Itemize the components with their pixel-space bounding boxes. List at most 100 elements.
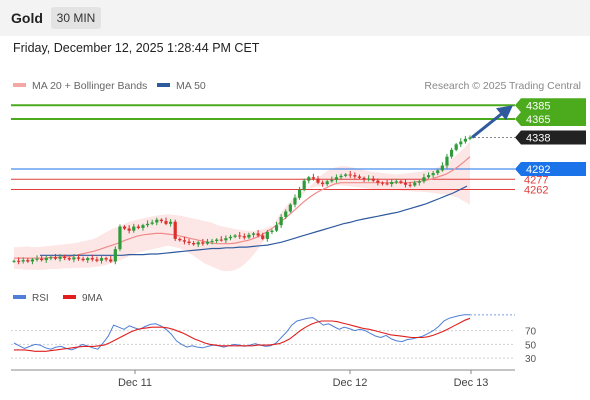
candle-body — [178, 238, 182, 241]
candle-body — [449, 149, 454, 157]
candle-body — [141, 225, 145, 228]
candle-body — [279, 216, 283, 226]
candle-body — [380, 182, 385, 184]
candle-body — [251, 233, 256, 235]
rsi-ma-label: 9MA — [82, 293, 103, 304]
candle-body — [132, 226, 136, 231]
ma50-label: MA 50 — [176, 80, 206, 92]
candle-body — [210, 240, 214, 242]
rsi-tick-30: 30 — [525, 354, 537, 365]
candle-body — [376, 180, 380, 183]
candle-body — [348, 174, 352, 176]
candle-body — [127, 228, 131, 231]
candle-body — [224, 238, 228, 241]
candle-body — [371, 178, 375, 181]
level-tag-4292 — [515, 162, 586, 176]
candle-body — [307, 177, 311, 181]
candle-body — [284, 211, 288, 217]
candle-body — [196, 242, 200, 245]
candle-body — [164, 221, 168, 224]
candle-body — [35, 258, 39, 260]
candle-body — [136, 226, 140, 228]
candle-body — [219, 239, 223, 241]
candle-body — [440, 165, 444, 171]
ma20-line — [14, 156, 471, 259]
candle-body — [390, 182, 394, 185]
candle-body — [12, 260, 16, 262]
chart-datetime: Friday, December 12, 2025 1:28:44 PM CET — [13, 41, 260, 55]
legend-rsi: RSI — [13, 293, 49, 304]
candle-body — [187, 241, 191, 243]
candle-body — [256, 233, 260, 236]
level-tag-4338 — [515, 130, 586, 145]
candle-body — [215, 239, 219, 241]
candle-body — [242, 236, 246, 238]
legend-ma50: MA 50 — [157, 80, 206, 92]
candle-body — [192, 243, 196, 245]
rsi-tick-50: 50 — [525, 340, 537, 351]
candle-body — [357, 176, 362, 178]
candle-body — [417, 181, 421, 183]
candle-body — [30, 259, 35, 262]
candle-body — [399, 181, 403, 183]
timeframe-button[interactable]: 30 MIN — [51, 7, 101, 29]
candle-body — [95, 259, 99, 261]
ma50-swatch — [157, 83, 170, 88]
candle-body — [270, 230, 274, 233]
level-tag-4385 — [515, 98, 586, 113]
candle-body — [150, 222, 154, 224]
level-label-4292: 4292 — [526, 164, 550, 176]
candle-body — [297, 189, 302, 198]
candle-body — [72, 257, 76, 260]
candle-body — [40, 258, 44, 261]
candle-body — [173, 221, 177, 239]
candle-body — [394, 181, 398, 183]
candle-body — [145, 223, 150, 226]
rsi-ma-swatch — [63, 295, 76, 300]
candle-body — [63, 256, 67, 259]
candle-body — [325, 181, 329, 185]
level-tag-4365 — [515, 111, 586, 126]
candle-body — [76, 257, 81, 259]
x-tick-label: Dec 12 — [333, 377, 368, 389]
candle-body — [436, 170, 440, 174]
candle-body — [122, 226, 127, 229]
candle-body — [247, 234, 251, 238]
candle-body — [155, 219, 159, 223]
legend-ma20: MA 20 + Bollinger Bands — [13, 80, 147, 92]
candle-body — [53, 257, 58, 259]
candle-body — [426, 175, 431, 178]
candle-body — [90, 258, 94, 260]
candle-body — [99, 258, 104, 261]
candle-body — [353, 175, 357, 177]
level-label-4262: 4262 — [524, 185, 548, 197]
candle-body — [288, 204, 292, 212]
candle-body — [367, 178, 371, 180]
candle-body — [403, 182, 408, 185]
candle-body — [454, 144, 458, 150]
candle-body — [228, 236, 233, 239]
candle-body — [362, 177, 366, 180]
candle-body — [265, 232, 269, 239]
instrument-title: Gold — [11, 10, 43, 26]
candle-body — [293, 197, 297, 205]
candle-body — [463, 138, 467, 142]
level-label-4338: 4338 — [526, 132, 550, 144]
candle-body — [385, 183, 389, 185]
candle-body — [17, 260, 21, 262]
candle-body — [159, 219, 163, 222]
rsi-swatch — [13, 295, 26, 300]
ma20-label: MA 20 + Bollinger Bands — [32, 80, 148, 92]
ma20-swatch — [13, 83, 26, 88]
candle-body — [238, 235, 242, 237]
candle-body — [169, 221, 173, 224]
candle-body — [316, 178, 320, 183]
level-label-4365: 4365 — [526, 114, 550, 126]
candle-body — [109, 259, 113, 262]
candle-body — [408, 184, 412, 186]
candle-body — [302, 180, 306, 190]
candle-body — [321, 182, 325, 185]
candle-body — [67, 258, 71, 260]
rsi-label: RSI — [32, 293, 49, 304]
